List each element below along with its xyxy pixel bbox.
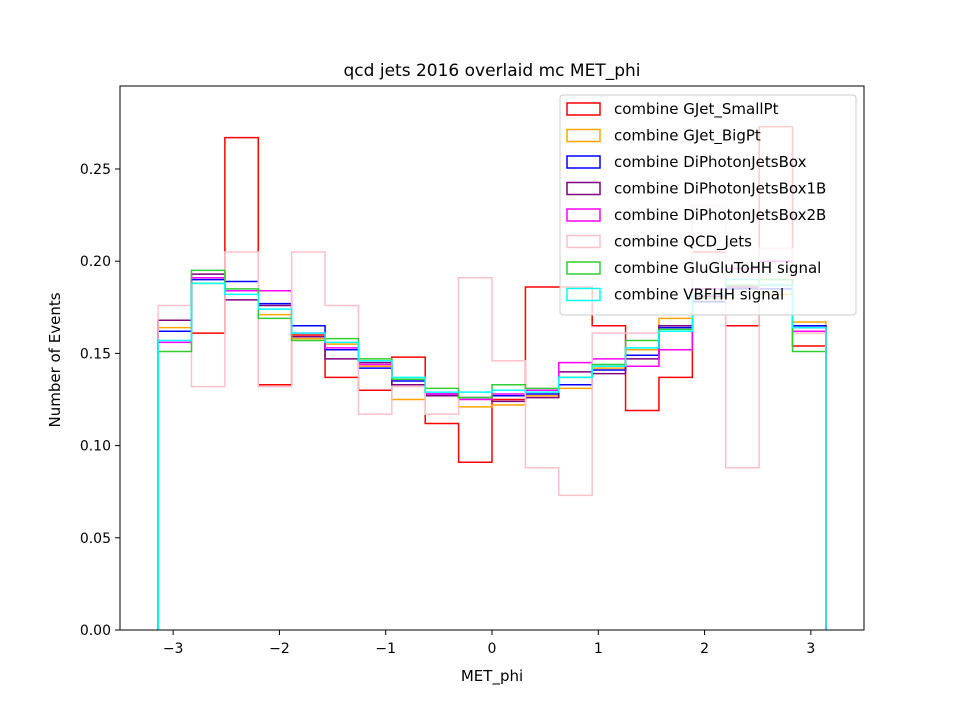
x-tick-label: 0: [488, 641, 497, 657]
legend-swatch: [566, 261, 601, 275]
chart-title: qcd jets 2016 overlaid mc MET_phi: [344, 61, 641, 81]
x-tick-label: 1: [594, 641, 603, 657]
x-tick-label: 3: [806, 641, 815, 657]
y-tick-label: 0.15: [80, 346, 111, 362]
legend-label: combine GluGluToHH signal: [614, 259, 821, 277]
legend-label: combine DiPhotonJetsBox1B: [614, 180, 826, 198]
legend-box: [559, 94, 857, 316]
y-tick-label: 0.10: [80, 439, 111, 455]
legend-label: combine GJet_SmallPt: [614, 100, 779, 119]
legend-label: combine DiPhotonJetsBox2B: [614, 206, 826, 224]
y-tick-label: 0.05: [80, 531, 111, 547]
x-axis-label: MET_phi: [461, 667, 523, 686]
legend-label: combine VBFHH signal: [614, 286, 784, 304]
legend-label: combine DiPhotonJetsBox: [614, 153, 807, 171]
legend-swatch: [566, 234, 601, 249]
x-tick-label: 2: [700, 641, 709, 657]
y-tick-label: 0.25: [80, 162, 111, 178]
legend-swatch: [566, 102, 601, 116]
legend-label: combine QCD_Jets: [614, 233, 752, 252]
y-tick-label: 0.00: [80, 623, 111, 639]
legend-swatch: [566, 155, 601, 169]
y-tick-label: 0.20: [80, 254, 111, 270]
x-tick-label: −3: [163, 641, 184, 657]
x-tick-label: −2: [269, 641, 290, 657]
legend-swatch: [566, 181, 601, 196]
y-axis-label: Number of Events: [46, 292, 64, 427]
legend-swatch: [566, 287, 601, 302]
legend-swatch: [566, 208, 601, 222]
legend-swatch: [566, 128, 601, 143]
legend-label: combine GJet_BigPt: [614, 127, 761, 146]
x-tick-label: −1: [375, 641, 396, 657]
